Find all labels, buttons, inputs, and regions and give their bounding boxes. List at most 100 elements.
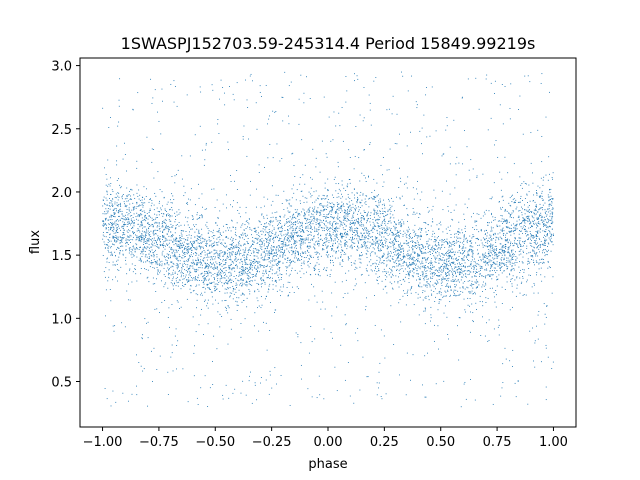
data-point	[471, 250, 473, 252]
data-point	[309, 206, 311, 208]
data-point	[279, 160, 281, 162]
data-point	[523, 181, 525, 183]
data-point	[346, 212, 348, 214]
data-point	[370, 265, 372, 267]
data-point	[367, 213, 369, 215]
data-point	[124, 142, 125, 144]
data-point	[498, 252, 500, 254]
data-point	[470, 379, 471, 380]
data-point	[382, 157, 384, 158]
data-point	[453, 291, 455, 293]
data-point	[269, 370, 271, 372]
data-point	[336, 217, 338, 219]
data-point	[109, 205, 111, 207]
data-point	[206, 271, 208, 273]
data-point	[171, 261, 173, 263]
data-point	[423, 276, 425, 278]
data-point	[383, 215, 384, 217]
data-point	[356, 202, 358, 204]
data-point	[304, 214, 306, 216]
data-point	[535, 234, 537, 236]
data-point	[491, 265, 493, 267]
data-point	[313, 191, 315, 193]
data-point	[140, 365, 142, 367]
data-point	[401, 245, 402, 247]
data-point	[503, 232, 505, 234]
data-point	[406, 187, 408, 189]
data-point	[407, 231, 409, 233]
data-point	[193, 243, 195, 244]
data-point	[538, 268, 540, 270]
data-point	[266, 250, 268, 252]
data-point	[244, 268, 246, 270]
data-point	[440, 299, 442, 301]
data-point	[417, 254, 419, 256]
data-point	[136, 394, 138, 396]
data-point	[515, 295, 517, 297]
data-point	[229, 267, 231, 269]
data-point	[489, 249, 491, 251]
data-point	[172, 242, 174, 243]
data-point	[287, 244, 289, 246]
data-point	[278, 222, 280, 224]
data-point	[247, 234, 248, 236]
data-point	[254, 279, 256, 281]
data-point	[112, 279, 114, 281]
data-point	[240, 234, 242, 236]
data-point	[484, 262, 486, 264]
data-point	[108, 227, 110, 229]
data-point	[112, 244, 114, 245]
data-point	[192, 278, 194, 280]
data-point	[545, 250, 547, 252]
data-point	[542, 244, 544, 246]
data-point	[356, 231, 358, 233]
data-point	[231, 243, 233, 245]
data-point	[438, 303, 440, 304]
data-point	[246, 258, 248, 260]
data-point	[139, 200, 141, 202]
data-point	[472, 312, 474, 314]
data-point	[273, 227, 275, 229]
data-point	[351, 217, 353, 219]
data-point	[390, 229, 392, 231]
data-point	[501, 254, 503, 256]
data-point	[541, 190, 543, 192]
data-point	[279, 230, 281, 232]
data-point	[438, 254, 440, 256]
data-point	[380, 240, 382, 242]
data-point	[454, 278, 456, 280]
data-point	[449, 285, 451, 287]
data-point	[536, 192, 538, 194]
data-point	[303, 273, 305, 275]
data-point	[469, 292, 471, 294]
data-point	[103, 224, 105, 226]
data-point	[198, 239, 200, 240]
data-point	[285, 233, 287, 235]
data-point	[286, 267, 288, 269]
data-point	[476, 280, 478, 282]
data-point	[374, 210, 376, 212]
data-point	[310, 239, 312, 241]
data-point	[155, 233, 157, 235]
data-point	[268, 223, 270, 225]
data-point	[450, 286, 451, 288]
data-point	[194, 277, 196, 279]
data-point	[135, 243, 137, 245]
data-point	[546, 234, 548, 236]
data-point	[526, 219, 528, 221]
data-point	[474, 265, 476, 267]
data-point	[482, 253, 483, 255]
data-point	[383, 199, 385, 201]
data-point	[522, 250, 524, 252]
data-point	[295, 244, 297, 246]
data-point	[102, 205, 104, 207]
data-point	[501, 84, 503, 85]
data-point	[425, 267, 427, 269]
data-point	[552, 178, 554, 180]
data-point	[194, 242, 195, 244]
data-point	[474, 221, 476, 223]
data-point	[444, 240, 446, 242]
data-point	[470, 245, 472, 247]
data-point	[156, 226, 158, 228]
data-point	[208, 266, 210, 268]
